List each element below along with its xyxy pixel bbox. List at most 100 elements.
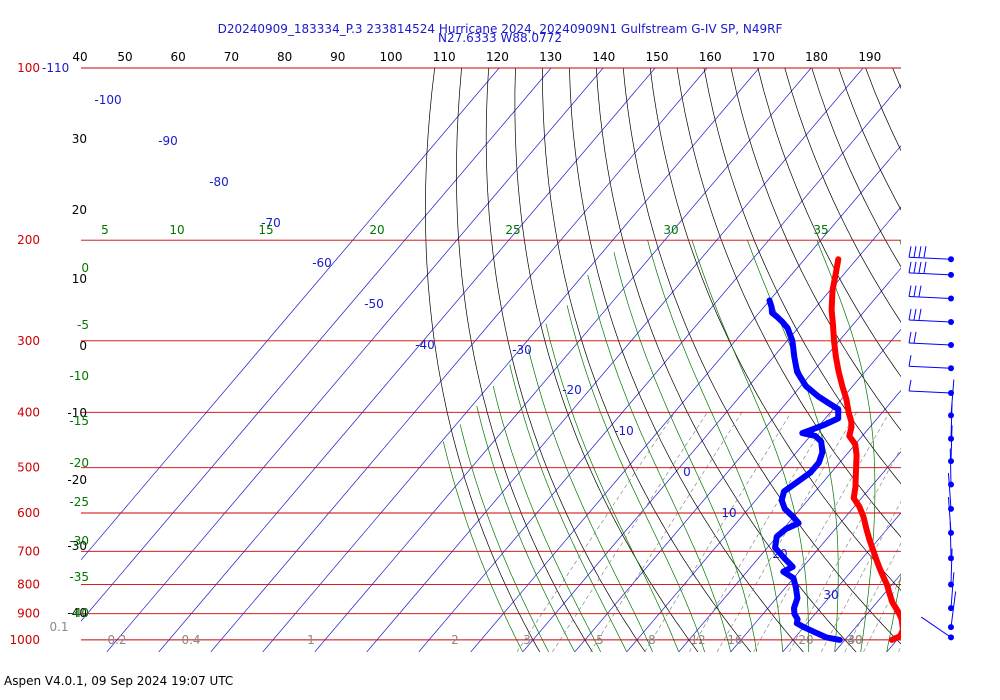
wind-barb	[908, 331, 954, 348]
isotherm-label: -80	[209, 175, 229, 189]
moist-adiabat-label: 10	[169, 223, 184, 237]
isotherm-line	[210, 68, 708, 652]
pressure-label: 700	[17, 544, 40, 558]
mixing-ratio-line	[924, 412, 1000, 652]
mixing-ratio-line	[590, 412, 743, 652]
footer-version: Aspen V4.0.1, 09 Sep 2024 19:07 UTC	[4, 674, 234, 688]
dry-adiabat-line	[676, 68, 901, 538]
wind-barb	[948, 591, 957, 631]
isotherm-line	[366, 68, 864, 652]
wind-barb	[948, 379, 955, 419]
left-black-label: -20	[67, 473, 87, 487]
mixing-ratio-line	[844, 542, 901, 652]
moist-adiabat-line	[886, 240, 901, 652]
isotherm-label: -20	[562, 383, 582, 397]
dry-adiabat-line	[892, 68, 901, 90]
isotherm-label: 0	[683, 465, 691, 479]
left-black-label: -40	[67, 606, 87, 620]
isotherm-line	[470, 145, 901, 652]
mixing-ratio-label: 5	[596, 633, 604, 647]
left-green-label: -30	[69, 534, 89, 548]
pressure-label: 1000	[9, 633, 40, 647]
pressure-label: 600	[17, 506, 40, 520]
top-axis-tick: 190	[858, 50, 881, 64]
isotherm-line	[886, 634, 901, 652]
dry-adiabat-line	[622, 68, 901, 645]
isotherm-line	[782, 512, 901, 652]
moist-adiabat-label: 30	[663, 223, 678, 237]
mixing-ratio-label: 20	[798, 633, 813, 647]
mixing-ratio-line	[552, 412, 708, 652]
wind-barb	[948, 402, 954, 442]
mixing-ratio-line	[688, 412, 832, 652]
isotherm-line	[574, 267, 901, 652]
isotherm-label: -70	[261, 216, 281, 230]
wind-barb	[908, 355, 954, 372]
mixing-ratio-label: 1	[307, 633, 315, 647]
isotherm-label: -100	[94, 93, 121, 107]
isotherm-label: -90	[158, 134, 178, 148]
moist-adiabat-label: 5	[101, 223, 109, 237]
top-axis-tick: 50	[117, 50, 132, 64]
top-axis-tick: 120	[486, 50, 509, 64]
isotherm-label: -60	[312, 256, 332, 270]
mixing-ratio-line	[820, 500, 901, 652]
dry-adiabat-line	[425, 68, 541, 652]
mixing-ratio-label: 8	[648, 633, 656, 647]
top-axis-tick: 110	[433, 50, 456, 64]
dry-adiabat-line	[920, 68, 1000, 652]
top-axis-tick: 140	[592, 50, 615, 64]
wind-barb	[908, 379, 954, 396]
wind-barb	[921, 616, 954, 641]
mixing-ratio-line	[516, 412, 676, 652]
isotherm-line	[939, 68, 1000, 652]
top-axis-tick: 180	[805, 50, 828, 64]
dewpoint-profile-line	[766, 297, 843, 643]
left-black-label: -30	[67, 539, 87, 553]
isotherm-label: -10	[614, 424, 634, 438]
left-black-label: 30	[72, 132, 87, 146]
isotherm-label: 30	[823, 588, 838, 602]
pressure-label: 500	[17, 461, 40, 475]
moist-adiabat-line	[691, 240, 810, 652]
dry-adiabat-line	[946, 68, 1000, 652]
isotherm-line	[418, 84, 901, 652]
moist-adiabat-line	[939, 240, 1000, 652]
dry-adiabat-line	[456, 68, 593, 652]
dry-adiabat-line	[865, 68, 901, 152]
isotherm-label: -40	[415, 338, 435, 352]
top-axis-tick: 170	[752, 50, 775, 64]
isotherm-label: 10	[721, 506, 736, 520]
pressure-label: 900	[17, 607, 40, 621]
isobar-lines	[81, 67, 901, 641]
top-axis-tick: 150	[646, 50, 669, 64]
sounding-profiles	[766, 256, 901, 643]
isotherm-line	[81, 68, 552, 622]
mixing-ratio-label: 12	[690, 633, 705, 647]
isotherm-line	[626, 328, 901, 652]
moist-adiabat-line	[442, 441, 524, 652]
moist-adiabat-line	[913, 240, 982, 652]
top-axis-tick: 90	[330, 50, 345, 64]
isotherm-line	[678, 389, 901, 652]
moist-adiabat-line	[566, 305, 706, 652]
left-green-label: -5	[77, 318, 89, 332]
moist-adiabat-line	[509, 364, 628, 652]
dry-adiabat-line	[595, 68, 857, 652]
top-axis-tick: 40	[72, 50, 87, 64]
left-green-label: -25	[69, 495, 89, 509]
moist-adiabat-line	[587, 274, 732, 652]
isotherm-line	[158, 68, 656, 652]
dry-adiabat-line	[757, 68, 901, 378]
moist-adiabat-line	[545, 323, 680, 652]
isotherm-line	[262, 68, 760, 652]
dry-adiabat-line	[730, 68, 901, 432]
mixing-ratio-label: 30	[847, 633, 862, 647]
wind-barb	[908, 285, 954, 302]
isotherm-line	[991, 68, 1000, 652]
mixing-ratio-label: 16	[727, 633, 742, 647]
top-axis-tick: 70	[224, 50, 239, 64]
left-green-label: -10	[69, 369, 89, 383]
